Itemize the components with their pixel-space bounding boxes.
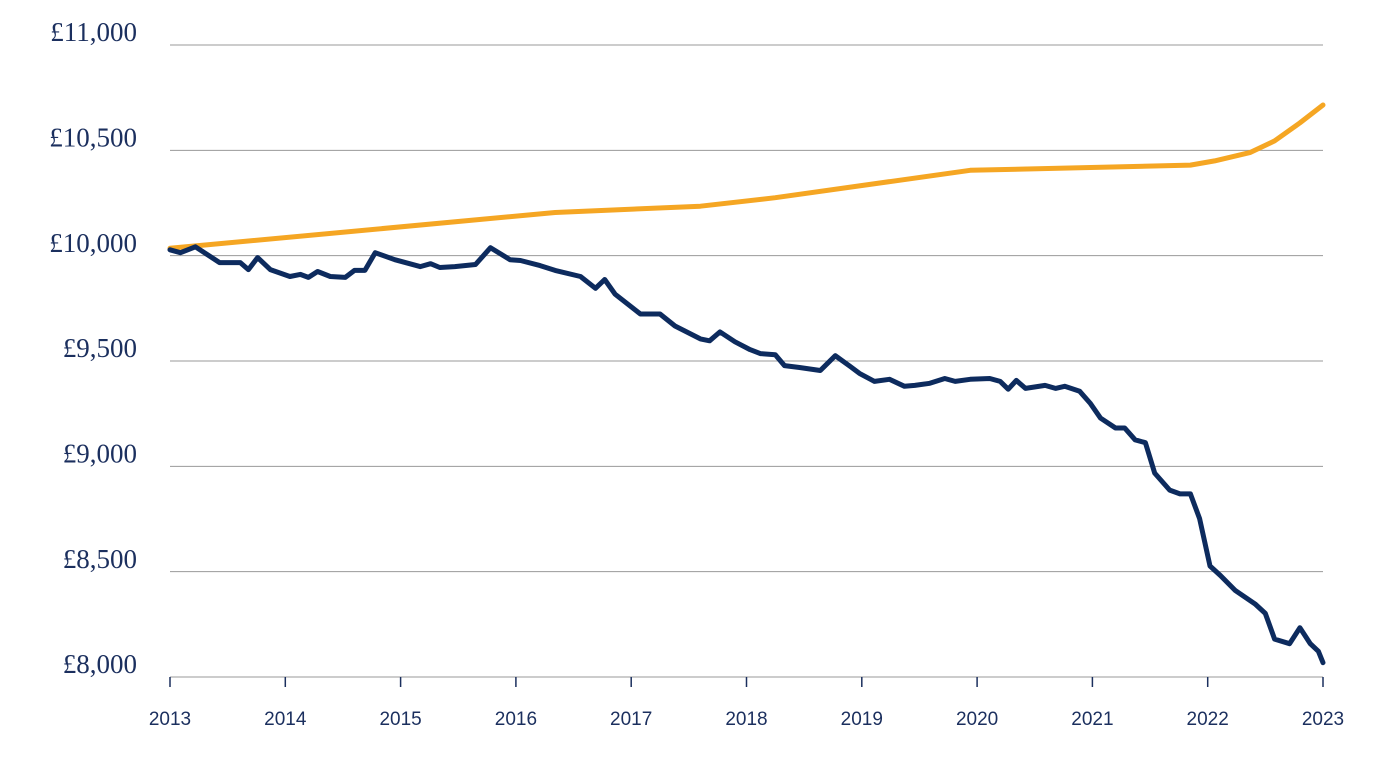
y-tick-label: £10,000	[49, 228, 137, 258]
y-tick-label: £9,000	[63, 439, 137, 469]
x-tick-label: 2015	[379, 709, 421, 730]
x-tick-label: 2023	[1302, 709, 1344, 730]
x-tick-label: 2018	[725, 709, 767, 730]
x-tick-label: 2022	[1187, 709, 1229, 730]
series-line	[167, 102, 1326, 251]
y-tick-label: £10,500	[49, 123, 137, 153]
x-tick-label: 2020	[956, 709, 998, 730]
x-tick-label: 2013	[149, 709, 191, 730]
x-tick-label: 2016	[495, 709, 537, 730]
y-tick-label: £8,000	[63, 649, 137, 679]
x-tick-label: 2014	[264, 709, 307, 730]
x-tick-label: 2021	[1071, 709, 1113, 730]
series-line	[167, 244, 1326, 666]
x-tick-label: 2017	[610, 709, 652, 730]
y-tick-label: £8,500	[63, 544, 137, 574]
x-tick-label: 2019	[841, 709, 883, 730]
y-tick-label: £11,000	[50, 17, 137, 47]
y-tick-label: £9,500	[63, 333, 137, 363]
